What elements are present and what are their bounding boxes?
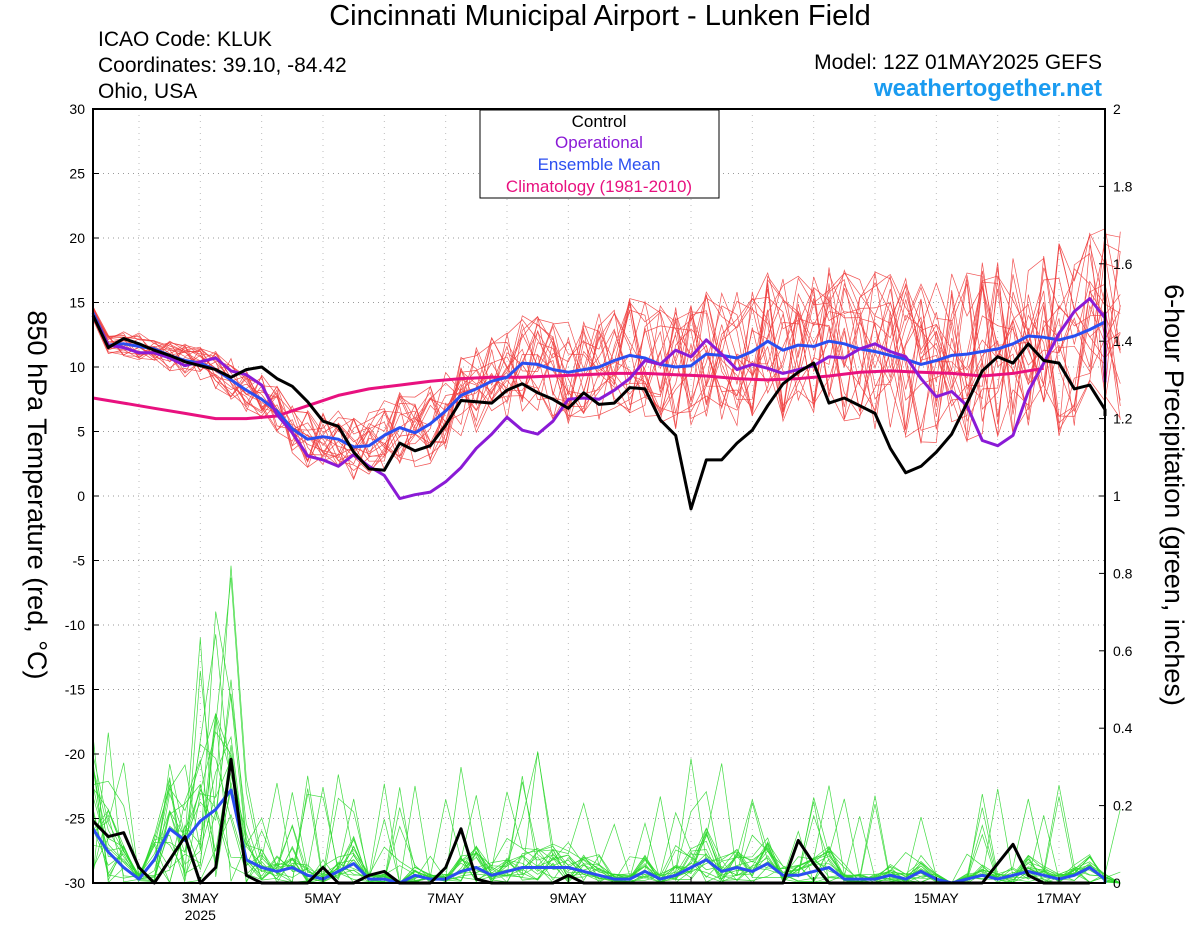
- plot-frame: [92, 108, 1106, 884]
- ensemble-member-temp: [92, 252, 1121, 462]
- ensemble-member-temp: [92, 272, 1121, 471]
- y2tick-label: 1.8: [1113, 178, 1133, 194]
- y2-axis-label: 6-hour Precipitation (green, inches): [1159, 284, 1189, 706]
- ytick-label: -15: [65, 682, 85, 698]
- legend-box: Control Operational Ensemble Mean Climat…: [479, 109, 720, 199]
- series-clim-t: [92, 366, 1044, 421]
- xtick-label: 17MAY: [1037, 890, 1083, 906]
- y2tick-label: 1.6: [1113, 256, 1133, 272]
- ytick-label: 10: [69, 359, 85, 375]
- site-link[interactable]: weathertogether.net: [873, 75, 1102, 102]
- ensemble-member-precip: [92, 611, 1121, 884]
- ytick-label: -10: [65, 617, 85, 633]
- y2tick-label: 0.8: [1113, 565, 1133, 581]
- chart-title: Cincinnati Municipal Airport - Lunken Fi…: [329, 0, 871, 32]
- icao-code: ICAO Code: KLUK: [98, 28, 272, 51]
- y-axis-label: 850 hPa Temperature (red, °C): [22, 311, 52, 680]
- xtick-label: 9MAY: [550, 890, 588, 906]
- ytick-label: -20: [65, 746, 85, 762]
- coordinates: Coordinates: 39.10, -84.42: [98, 54, 347, 77]
- ytick-label: -5: [73, 553, 86, 569]
- ensemble-member-temp: [92, 233, 1121, 481]
- ensemble-member-precip: [92, 745, 1121, 884]
- legend-control: Control: [572, 112, 627, 131]
- xtick-year: 2025: [185, 907, 216, 923]
- ensemble-member-temp: [92, 246, 1121, 457]
- y2tick-label: 0.4: [1113, 720, 1133, 736]
- y2tick-label: 0.2: [1113, 798, 1133, 814]
- legend-ensemble-mean: Ensemble Mean: [538, 155, 661, 174]
- y2tick-label: 0: [1113, 875, 1121, 891]
- ensemble-member-temp: [92, 243, 1121, 465]
- y2tick-label: 2: [1113, 101, 1121, 117]
- ensemble-member-precip: [92, 670, 1121, 884]
- ensemble-member-temp: [92, 243, 1121, 462]
- xtick-label: 5MAY: [304, 890, 342, 906]
- xtick-label: 13MAY: [791, 890, 837, 906]
- series-lines: [91, 297, 1107, 885]
- xtick-label: 11MAY: [669, 890, 713, 906]
- region: Ohio, USA: [98, 80, 198, 103]
- ytick-label: 20: [69, 230, 85, 246]
- ensemble-members: [92, 228, 1121, 884]
- ytick-label: 5: [77, 424, 85, 440]
- model-run: Model: 12Z 01MAY2025 GEFS: [814, 51, 1102, 74]
- legend-climatology: Climatology (1981-2010): [506, 177, 692, 196]
- ytick-label: -25: [65, 811, 85, 827]
- ytick-label: 25: [69, 166, 85, 182]
- series-mean-t: [91, 312, 1107, 449]
- y2tick-label: 1.4: [1113, 333, 1133, 349]
- station-info: ICAO Code: KLUK Coordinates: 39.10, -84.…: [98, 27, 347, 105]
- xtick-label: 7MAY: [427, 890, 465, 906]
- series-control-t: [91, 314, 1107, 511]
- ensemble-member-precip: [92, 637, 1121, 884]
- y2tick-label: 1.2: [1113, 411, 1133, 427]
- y2tick-label: 1: [1113, 488, 1121, 504]
- y2tick-label: 0.6: [1113, 643, 1133, 659]
- ytick-label: 0: [77, 488, 85, 504]
- xtick-label: 3MAY: [182, 890, 220, 906]
- ensemble-member-precip: [92, 743, 1121, 884]
- ytick-label: 15: [69, 295, 85, 311]
- ytick-label: -30: [65, 875, 85, 891]
- legend-operational: Operational: [555, 133, 643, 152]
- ytick-label: 30: [69, 101, 85, 117]
- axis-ticks: -30-25-20-15-10-505101520253000.20.40.60…: [65, 101, 1133, 923]
- ensemble-member-precip: [92, 577, 1121, 884]
- series-oper-t: [91, 297, 1107, 501]
- ensemble-member-temp: [92, 232, 1121, 456]
- xtick-label: 15MAY: [914, 890, 960, 906]
